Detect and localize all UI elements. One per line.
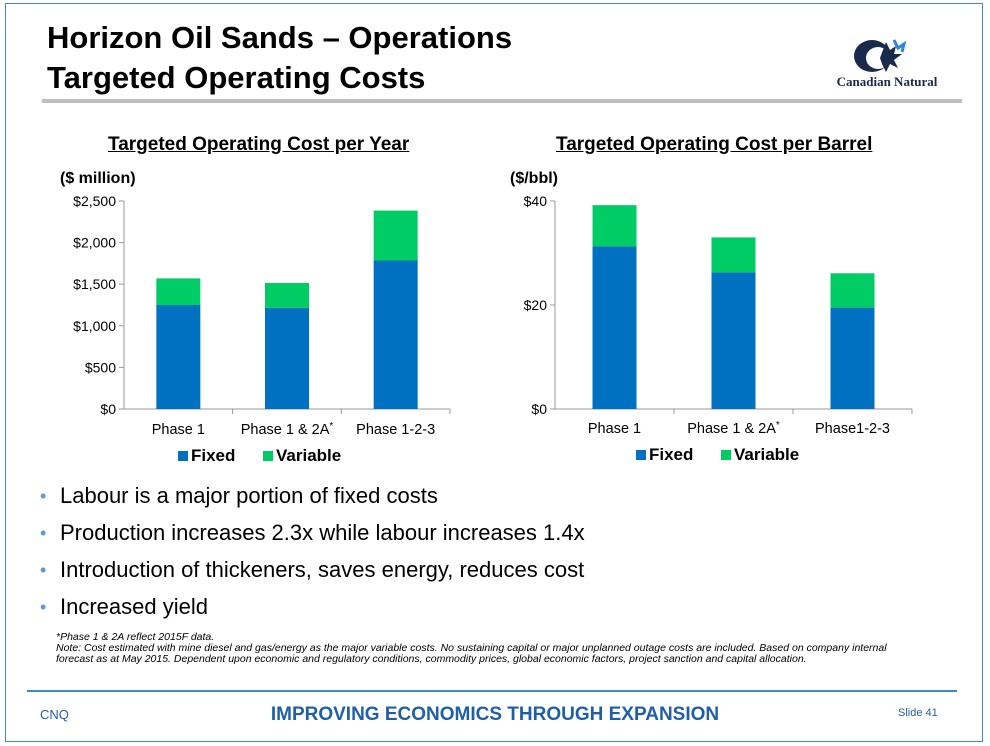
- y-tick-label: $500: [85, 359, 116, 375]
- legend-label-fixed: Fixed: [191, 446, 235, 465]
- logo-text: Canadian Natural: [836, 74, 938, 89]
- bar-variable: [156, 278, 201, 305]
- bar-variable: [711, 237, 756, 273]
- legend-label-variable: Variable: [276, 446, 341, 465]
- bar-fixed: [830, 307, 875, 409]
- x-category-label: Phase 1 & 2A*: [687, 420, 780, 437]
- legend-label-fixed: Fixed: [649, 445, 693, 464]
- footnote-phase: *Phase 1 & 2A reflect 2015F data.: [56, 631, 215, 643]
- bar-fixed: [373, 260, 418, 409]
- footnote-note: Note: Cost estimated with mine diesel an…: [56, 642, 887, 665]
- bullet-list: • Labour is a major portion of fixed cost…: [40, 480, 585, 628]
- title-line-2: Targeted Operating Costs: [47, 60, 426, 95]
- footnote-marker: *: [776, 420, 780, 431]
- bar-fixed: [592, 246, 637, 409]
- bullet-dot-icon: •: [40, 597, 47, 617]
- slide-frame: [5, 3, 983, 742]
- y-tick-label: $1,500: [73, 276, 116, 292]
- legend-swatch-variable: [263, 451, 273, 461]
- x-category-label: Phase 1 & 2A*: [241, 421, 334, 438]
- y-tick-label: $0: [100, 401, 116, 417]
- bar-variable: [592, 205, 637, 247]
- legend-swatch-fixed: [636, 450, 646, 460]
- x-category-label: Phase1-2-3: [815, 421, 890, 437]
- bar-fixed: [711, 272, 756, 409]
- x-category-label: Phase 1: [152, 422, 205, 438]
- title-line-1: Horizon Oil Sands – Operations: [47, 20, 513, 55]
- legend-swatch-fixed: [178, 451, 188, 461]
- bullet-item: • Production increases 2.3x while labour …: [40, 517, 585, 554]
- bar-fixed: [265, 307, 309, 409]
- footer-tagline: IMPROVING ECONOMICS THROUGH EXPANSION: [270, 704, 720, 725]
- footnotes: *Phase 1 & 2A reflect 2015F data. Note: …: [56, 632, 926, 665]
- x-category-label: Phase 1-2-3: [356, 422, 435, 438]
- footnote-marker: *: [329, 421, 333, 432]
- chart-2-unit: ($/bbl): [510, 170, 558, 187]
- chart-1-unit: ($ million): [60, 170, 136, 187]
- bar-variable: [265, 282, 309, 308]
- bullet-item: • Introduction of thickeners, saves energ…: [40, 554, 585, 591]
- bullet-item: • Labour is a major portion of fixed cost…: [40, 480, 585, 517]
- y-tick-label: $0: [531, 401, 547, 417]
- y-tick-label: $1,000: [73, 318, 116, 334]
- maple-leaf-logo-icon: [854, 39, 907, 72]
- title-divider: [42, 99, 962, 103]
- company-logo: Canadian Natural: [828, 36, 946, 92]
- chart-2-title: Targeted Operating Cost per Barrel: [556, 134, 873, 155]
- slide-title: Horizon Oil Sands – Operations Targeted …: [47, 18, 512, 98]
- bar-variable: [830, 273, 875, 308]
- legend-label-variable: Variable: [734, 445, 799, 464]
- bullet-dot-icon: •: [40, 523, 47, 543]
- bullet-item: • Increased yield: [40, 591, 585, 628]
- x-category-label: Phase 1: [588, 421, 641, 437]
- legend-swatch-variable: [721, 450, 731, 460]
- y-tick-label: $2,500: [73, 193, 116, 209]
- y-tick-label: $2,000: [73, 235, 116, 251]
- y-tick-label: $20: [524, 297, 548, 313]
- footer-ticker: CNQ: [40, 707, 69, 722]
- footer-divider: [27, 690, 957, 692]
- chart-1-title: Targeted Operating Cost per Year: [108, 134, 410, 155]
- bullet-dot-icon: •: [40, 486, 47, 506]
- y-tick-label: $40: [524, 193, 548, 209]
- bar-fixed: [156, 305, 201, 409]
- slide-number: Slide 41: [898, 707, 938, 719]
- bullet-dot-icon: •: [40, 560, 47, 580]
- bar-variable: [373, 210, 418, 261]
